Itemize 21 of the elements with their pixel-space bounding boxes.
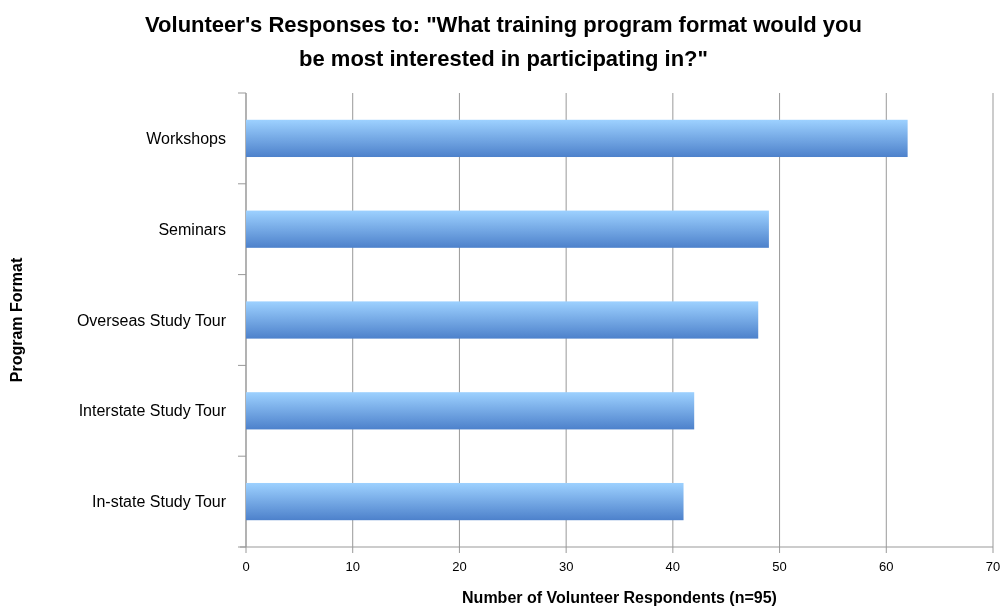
bar xyxy=(246,482,684,521)
x-tick-label: 60 xyxy=(879,559,894,574)
y-tick-label: Workshops xyxy=(146,130,226,147)
bar xyxy=(246,301,759,339)
y-tick-label: Interstate Study Tour xyxy=(78,402,227,420)
bar xyxy=(246,119,908,158)
x-tick-label: 10 xyxy=(345,559,360,574)
x-tick-label: 30 xyxy=(558,559,574,574)
chart-title: Volunteer's Responses to: "What training program format would you be most interested in participating in?" xyxy=(145,12,862,71)
x-tick-label: 0 xyxy=(242,559,250,574)
x-tick-label: 70 xyxy=(985,559,1001,574)
x-tick-label: 20 xyxy=(452,559,467,574)
x-tick-label: 40 xyxy=(665,559,681,574)
y-tick-label: Seminars xyxy=(158,220,226,238)
y-tick-label: Overseas Study Tour xyxy=(76,311,227,329)
bar xyxy=(246,210,769,248)
x-axis-title: Number of Volunteer Respondents (n=95) xyxy=(462,589,777,606)
x-tick-label: 50 xyxy=(772,559,787,574)
y-axis-title: Program Format xyxy=(8,257,25,383)
y-tick-label: In-state Study Tour xyxy=(92,493,227,511)
bar xyxy=(246,392,695,430)
